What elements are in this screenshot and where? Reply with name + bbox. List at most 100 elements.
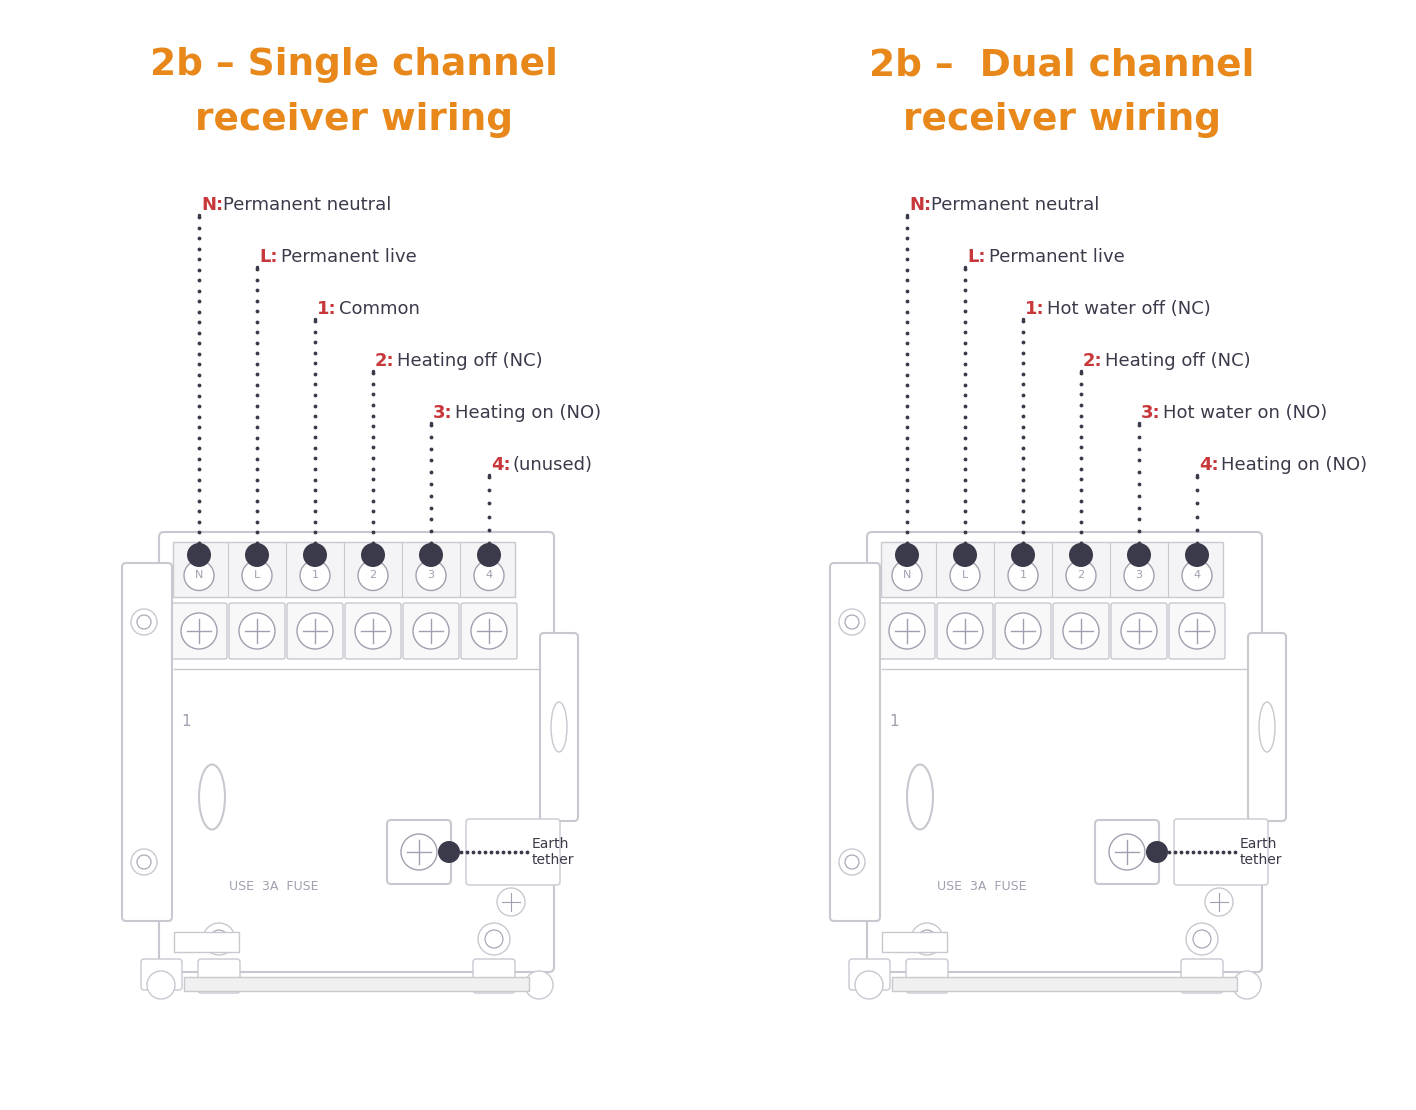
FancyBboxPatch shape — [1095, 820, 1160, 884]
Ellipse shape — [200, 765, 225, 829]
Text: Hot water off (NC): Hot water off (NC) — [1046, 300, 1211, 317]
FancyBboxPatch shape — [867, 532, 1262, 972]
Circle shape — [137, 615, 152, 629]
Circle shape — [245, 543, 269, 567]
Text: 4: 4 — [486, 571, 493, 581]
Circle shape — [845, 615, 860, 629]
Text: Heating off (NC): Heating off (NC) — [1104, 352, 1250, 370]
Text: 3:: 3: — [433, 404, 453, 422]
Circle shape — [1185, 543, 1209, 567]
Circle shape — [184, 561, 214, 591]
Circle shape — [1187, 924, 1218, 955]
Circle shape — [132, 849, 157, 875]
FancyBboxPatch shape — [387, 820, 452, 884]
Text: 1: 1 — [1020, 571, 1027, 581]
FancyBboxPatch shape — [1247, 633, 1286, 821]
Circle shape — [1011, 543, 1035, 567]
Ellipse shape — [1259, 702, 1274, 751]
Circle shape — [1121, 613, 1157, 649]
Circle shape — [845, 855, 860, 869]
Circle shape — [497, 888, 525, 916]
Text: 2b – Single channel: 2b – Single channel — [150, 47, 558, 83]
FancyBboxPatch shape — [229, 603, 285, 659]
Bar — [184, 977, 530, 991]
Circle shape — [438, 841, 460, 862]
Circle shape — [137, 855, 152, 869]
Circle shape — [1109, 834, 1146, 870]
Circle shape — [840, 609, 865, 635]
Text: (unused): (unused) — [513, 456, 593, 474]
Circle shape — [187, 543, 211, 567]
FancyBboxPatch shape — [473, 959, 515, 993]
Circle shape — [181, 613, 217, 649]
Circle shape — [1005, 613, 1041, 649]
Circle shape — [474, 561, 504, 591]
Text: USE  3A  FUSE: USE 3A FUSE — [937, 880, 1027, 894]
FancyBboxPatch shape — [1054, 603, 1109, 659]
Circle shape — [419, 543, 443, 567]
Text: 3: 3 — [428, 571, 435, 581]
FancyBboxPatch shape — [1112, 603, 1167, 659]
Text: 1: 1 — [181, 715, 191, 729]
Bar — [174, 932, 239, 952]
Text: 2:: 2: — [1083, 352, 1103, 370]
Circle shape — [300, 561, 330, 591]
Circle shape — [355, 613, 391, 649]
Text: 1:: 1: — [1025, 300, 1045, 317]
Text: L:: L: — [967, 248, 986, 266]
Circle shape — [242, 561, 272, 591]
Text: 4:: 4: — [1199, 456, 1219, 474]
Circle shape — [239, 613, 275, 649]
Text: 1: 1 — [312, 571, 319, 581]
Text: L: L — [961, 571, 969, 581]
Text: Earth
tether: Earth tether — [532, 837, 575, 867]
Circle shape — [918, 930, 936, 948]
FancyBboxPatch shape — [1170, 603, 1225, 659]
Text: 2:: 2: — [375, 352, 395, 370]
Circle shape — [416, 561, 446, 591]
FancyBboxPatch shape — [1174, 819, 1267, 885]
Circle shape — [1182, 561, 1212, 591]
Bar — [892, 977, 1238, 991]
FancyBboxPatch shape — [159, 532, 554, 972]
Text: 3:: 3: — [1141, 404, 1161, 422]
FancyBboxPatch shape — [462, 603, 517, 659]
Text: N: N — [195, 571, 202, 581]
FancyBboxPatch shape — [937, 603, 993, 659]
Text: 1:: 1: — [317, 300, 337, 317]
Text: 2: 2 — [370, 571, 377, 581]
FancyBboxPatch shape — [879, 603, 935, 659]
Circle shape — [889, 613, 925, 649]
Circle shape — [486, 930, 503, 948]
Text: N: N — [903, 571, 910, 581]
FancyBboxPatch shape — [850, 959, 891, 990]
Ellipse shape — [551, 702, 566, 751]
FancyBboxPatch shape — [830, 563, 879, 921]
Text: 4:: 4: — [491, 456, 511, 474]
FancyBboxPatch shape — [539, 633, 578, 821]
Text: N:: N: — [201, 196, 224, 214]
Circle shape — [855, 971, 884, 999]
Circle shape — [413, 613, 449, 649]
FancyBboxPatch shape — [287, 603, 343, 659]
Text: Heating on (NO): Heating on (NO) — [1221, 456, 1366, 474]
FancyBboxPatch shape — [171, 603, 227, 659]
Text: Heating on (NO): Heating on (NO) — [455, 404, 602, 422]
Text: 4: 4 — [1194, 571, 1201, 581]
Circle shape — [401, 834, 438, 870]
FancyBboxPatch shape — [404, 603, 459, 659]
FancyBboxPatch shape — [198, 959, 239, 993]
Circle shape — [1233, 971, 1262, 999]
Circle shape — [525, 971, 554, 999]
FancyBboxPatch shape — [466, 819, 559, 885]
Circle shape — [1180, 613, 1215, 649]
Bar — [882, 932, 947, 952]
Text: Common: Common — [338, 300, 421, 317]
Circle shape — [303, 543, 327, 567]
Text: Earth
tether: Earth tether — [1240, 837, 1283, 867]
Circle shape — [297, 613, 333, 649]
Text: 1: 1 — [889, 715, 899, 729]
Text: 2: 2 — [1078, 571, 1085, 581]
Text: N:: N: — [909, 196, 932, 214]
FancyBboxPatch shape — [122, 563, 171, 921]
